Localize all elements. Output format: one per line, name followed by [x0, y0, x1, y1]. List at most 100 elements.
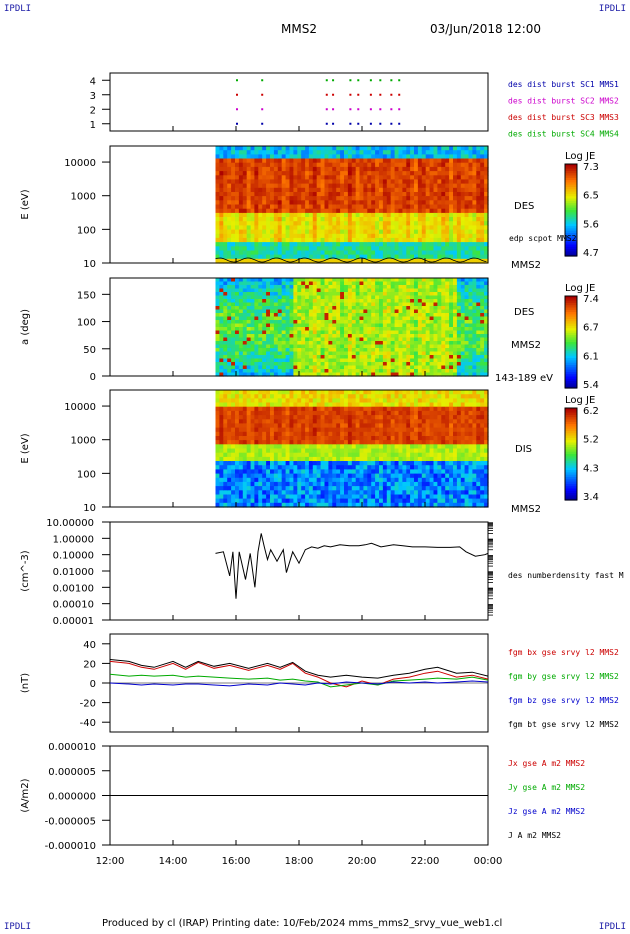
dis-energy-cell — [336, 473, 341, 479]
des-energy-cell — [417, 254, 423, 260]
des-pitch-cell — [456, 306, 462, 311]
des-energy-cell — [227, 233, 232, 239]
des-energy-cell — [262, 166, 267, 172]
des-pitch-cell — [464, 334, 470, 339]
des-pitch-cell — [320, 281, 326, 286]
des-energy-cell — [277, 212, 283, 218]
dis-energy-cell — [227, 498, 232, 504]
des-pitch-cell — [227, 309, 232, 314]
des-energy-cell — [410, 237, 415, 243]
dis-energy-cell — [273, 461, 279, 466]
des-energy-cell — [351, 250, 357, 256]
des-pitch-cell — [246, 348, 252, 353]
des-pitch-cell — [425, 299, 431, 304]
dis-energy-cell — [308, 452, 314, 458]
des-energy-cell — [402, 233, 407, 239]
des-energy-cell — [386, 175, 392, 181]
des-pitch-cell — [390, 337, 396, 342]
des-energy-cell — [219, 150, 224, 155]
des-energy-cell — [305, 162, 310, 168]
des-energy-cell — [231, 154, 236, 160]
des-energy-cell — [414, 204, 419, 210]
des-energy-cell — [484, 254, 489, 260]
des-energy-cell — [266, 146, 271, 151]
des-pitch-cell — [324, 288, 329, 293]
des-energy-cell — [398, 171, 403, 176]
des-pitch-cell — [285, 278, 291, 283]
des-pitch-cell — [453, 344, 458, 349]
des-energy-cell — [437, 229, 442, 235]
des-pitch-cell — [293, 327, 298, 332]
des-energy-cell — [332, 237, 337, 243]
des-pitch-cell — [281, 369, 287, 374]
dis-energy-cell — [242, 448, 248, 454]
des-pitch-cell — [250, 313, 256, 318]
des-energy-cell — [429, 192, 435, 197]
des-pitch-cell — [476, 278, 481, 283]
des-pitch-cell — [235, 355, 240, 360]
des-energy-cell — [453, 204, 458, 210]
des-pitch-cell — [308, 372, 314, 377]
des-pitch-cell — [305, 369, 310, 374]
des-energy-cell — [449, 225, 454, 231]
des-energy-cell — [347, 237, 353, 243]
dis-energy-cell — [238, 415, 244, 420]
des-energy-cell — [293, 196, 298, 201]
dis-energy-cell — [324, 394, 329, 399]
dis-energy-cell — [246, 431, 252, 437]
des-pitch-cell — [406, 313, 411, 318]
des-energy-cell — [277, 250, 283, 256]
des-energy-cell — [227, 158, 232, 164]
des-energy-cell — [382, 171, 388, 176]
des-pitch-cell — [414, 306, 419, 311]
des-energy-cell — [301, 204, 306, 210]
des-energy-cell — [285, 212, 291, 218]
des-energy-cell — [375, 175, 380, 181]
des-energy-cell — [328, 150, 333, 155]
dis-energy-cell — [305, 444, 310, 450]
dis-energy-cell — [219, 440, 224, 445]
des-pitch-cell — [308, 365, 314, 370]
des-pitch-cell — [281, 362, 287, 367]
des-pitch-cell — [410, 337, 415, 342]
des-pitch-cell — [316, 372, 322, 377]
des-pitch-cell — [246, 295, 252, 300]
des-pitch-cell — [281, 323, 287, 328]
des-pitch-ytick-label: 150 — [77, 290, 96, 301]
des-energy-cell — [414, 246, 419, 252]
des-pitch-cell — [316, 281, 322, 286]
des-pitch-cell — [421, 341, 427, 346]
dis-energy-cell — [215, 452, 220, 458]
des-pitch-cell — [250, 316, 256, 321]
dis-energy-cell — [332, 490, 337, 496]
dis-energy-cell — [258, 423, 263, 429]
des-pitch-cell — [305, 302, 310, 307]
des-energy-sc-label: MMS2 — [511, 260, 541, 271]
des-pitch-colorbar-step — [565, 309, 577, 313]
mission-title: MMS2 — [281, 22, 317, 36]
des-pitch-cell — [238, 323, 244, 328]
des-energy-cell — [258, 225, 263, 231]
des-pitch-cell — [363, 369, 368, 374]
des-energy-cell — [316, 187, 322, 193]
des-energy-cell — [246, 217, 252, 222]
des-pitch-cell — [340, 316, 345, 321]
des-energy-cell — [254, 179, 259, 185]
dis-energy-cell — [266, 415, 271, 420]
des-pitch-colorbar-step — [565, 339, 577, 343]
des-energy-cell — [464, 154, 470, 160]
des-pitch-cell — [266, 337, 271, 342]
des-energy-cell — [305, 150, 310, 155]
des-energy-cell — [324, 166, 329, 172]
des-pitch-cell — [410, 365, 415, 370]
dis-energy-cell — [235, 440, 240, 445]
des-energy-cell — [367, 200, 372, 206]
des-energy-cell — [266, 237, 271, 243]
des-energy-cell — [215, 258, 220, 264]
des-pitch-cell — [417, 341, 423, 346]
des-pitch-cell — [308, 313, 314, 318]
des-pitch-cell — [281, 278, 287, 283]
dis-energy-cell — [332, 415, 337, 420]
des-pitch-cell — [425, 344, 431, 349]
des-energy-colorbar-step — [565, 168, 577, 172]
